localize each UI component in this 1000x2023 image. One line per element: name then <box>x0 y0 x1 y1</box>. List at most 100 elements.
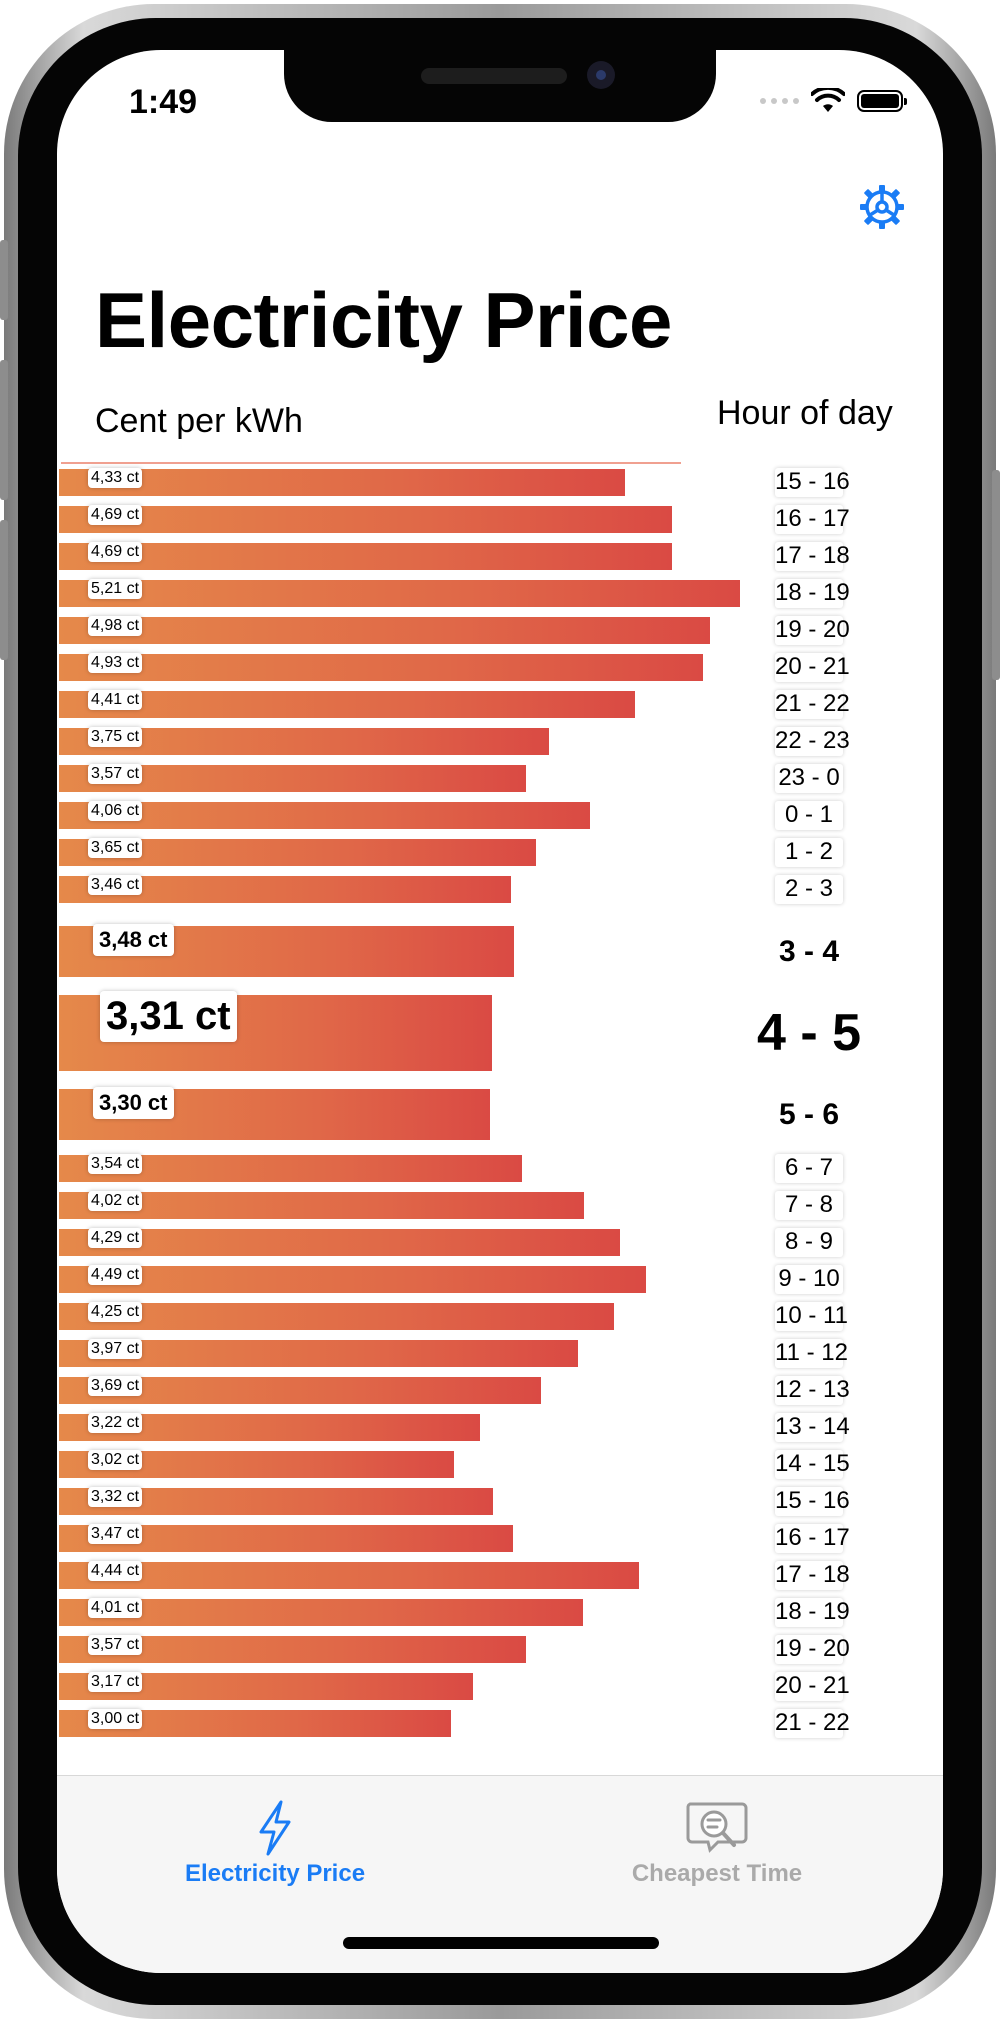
chart-row: 3,48 ct 3 - 4 <box>57 924 943 979</box>
price-bar <box>59 543 672 570</box>
price-label: 3,47 ct <box>88 1524 143 1544</box>
hour-label: 16 - 17 <box>775 505 850 534</box>
chart-row: 3,22 ct 13 - 14 <box>57 1413 943 1442</box>
hour-label: 4 - 5 <box>756 1003 862 1062</box>
price-label: 4,02 ct <box>88 1191 143 1211</box>
price-label: 4,69 ct <box>88 505 143 525</box>
chart-row: 3,02 ct 14 - 15 <box>57 1450 943 1479</box>
price-label: 3,00 ct <box>88 1709 143 1729</box>
hour-label: 8 - 9 <box>775 1228 843 1257</box>
price-label: 3,54 ct <box>88 1154 143 1174</box>
price-label: 4,33 ct <box>88 468 143 488</box>
hour-label: 22 - 23 <box>775 727 850 756</box>
price-bar <box>59 1303 614 1330</box>
chart-row: 4,49 ct 9 - 10 <box>57 1265 943 1294</box>
side-button-volume-down <box>0 520 8 660</box>
search-list-icon <box>686 1802 748 1853</box>
hour-label: 18 - 19 <box>775 579 850 608</box>
chart-row: 3,30 ct 5 - 6 <box>57 1087 943 1142</box>
chart-row: 4,25 ct 10 - 11 <box>57 1302 943 1331</box>
hour-label: 21 - 22 <box>775 690 850 719</box>
hour-axis-label: Hour of day <box>717 394 893 432</box>
price-label: 4,49 ct <box>88 1265 143 1285</box>
price-label: 4,93 ct <box>88 653 143 673</box>
price-label: 4,06 ct <box>88 801 143 821</box>
price-label: 3,69 ct <box>88 1376 143 1396</box>
tab-label: Cheapest Time <box>631 1860 803 1887</box>
price-bar <box>59 802 590 829</box>
chart-row: 4,01 ct 18 - 19 <box>57 1598 943 1627</box>
price-label: 4,01 ct <box>88 1598 143 1618</box>
chart-row: 5,21 ct 18 - 19 <box>57 579 943 608</box>
chart-row: 4,33 ct 15 - 16 <box>57 468 943 497</box>
chart-top-edge <box>61 462 681 464</box>
chart-row: 3,57 ct 23 - 0 <box>57 764 943 793</box>
hour-label: 3 - 4 <box>778 934 840 968</box>
hour-label: 9 - 10 <box>775 1265 843 1294</box>
gear-icon[interactable] <box>857 182 907 232</box>
price-label: 3,46 ct <box>88 875 143 895</box>
hour-label: 12 - 13 <box>775 1376 850 1405</box>
front-camera <box>587 61 615 89</box>
price-label: 3,75 ct <box>88 727 143 747</box>
hour-label: 15 - 16 <box>775 1487 850 1516</box>
hour-label: 17 - 18 <box>775 542 850 571</box>
hour-label: 1 - 2 <box>775 838 843 867</box>
price-label: 4,69 ct <box>88 542 143 562</box>
hour-label: 19 - 20 <box>775 616 850 645</box>
chart-row: 3,97 ct 11 - 12 <box>57 1339 943 1368</box>
chart-row: 3,57 ct 19 - 20 <box>57 1635 943 1664</box>
chart-row: 4,98 ct 19 - 20 <box>57 616 943 645</box>
price-label: 5,21 ct <box>88 579 143 599</box>
price-bar <box>59 691 635 718</box>
price-bar <box>59 469 625 496</box>
chart-row: 4,93 ct 20 - 21 <box>57 653 943 682</box>
price-label: 3,57 ct <box>88 764 143 784</box>
hour-label: 19 - 20 <box>775 1635 850 1664</box>
tab-electricity-price[interactable]: Electricity Price <box>125 1776 425 1888</box>
hour-label: 11 - 12 <box>775 1339 848 1368</box>
notch <box>284 50 716 122</box>
price-label: 3,97 ct <box>88 1339 143 1359</box>
chart-row: 4,41 ct 21 - 22 <box>57 690 943 719</box>
price-label: 3,02 ct <box>88 1450 143 1470</box>
side-button-power <box>992 470 1000 680</box>
hour-label: 20 - 21 <box>775 653 850 682</box>
hour-label: 0 - 1 <box>775 801 843 830</box>
hour-label: 15 - 16 <box>775 468 850 497</box>
price-bar <box>59 506 672 533</box>
battery-icon <box>857 90 907 112</box>
chart-row: 4,69 ct 16 - 17 <box>57 505 943 534</box>
price-label: 3,17 ct <box>88 1672 143 1692</box>
hour-label: 7 - 8 <box>775 1191 843 1220</box>
wifi-icon <box>811 88 845 112</box>
price-bar <box>59 1562 639 1589</box>
hour-label: 16 - 17 <box>775 1524 850 1553</box>
price-label: 3,30 ct <box>93 1087 174 1119</box>
price-label: 4,25 ct <box>88 1302 143 1322</box>
chart-row: 4,06 ct 0 - 1 <box>57 801 943 830</box>
home-indicator <box>343 1937 659 1949</box>
price-bar <box>59 1340 578 1367</box>
hour-label: 17 - 18 <box>775 1561 850 1590</box>
price-label: 3,57 ct <box>88 1635 143 1655</box>
hour-label: 13 - 14 <box>775 1413 850 1442</box>
hour-label: 10 - 11 <box>775 1302 848 1331</box>
chart-row: 3,17 ct 20 - 21 <box>57 1672 943 1701</box>
chart-row: 3,54 ct 6 - 7 <box>57 1154 943 1183</box>
hour-label: 14 - 15 <box>775 1450 850 1479</box>
tab-label: Electricity Price <box>184 1860 366 1887</box>
price-bar <box>59 654 703 681</box>
hour-label: 5 - 6 <box>778 1097 840 1131</box>
side-button-silent <box>0 240 8 320</box>
tab-cheapest-time[interactable]: Cheapest Time <box>567 1776 867 1888</box>
chart-row: 4,44 ct 17 - 18 <box>57 1561 943 1590</box>
hour-label: 18 - 19 <box>775 1598 850 1627</box>
price-label: 3,22 ct <box>88 1413 143 1433</box>
price-label: 4,29 ct <box>88 1228 143 1248</box>
price-label: 3,48 ct <box>93 924 174 956</box>
price-bar <box>59 580 740 607</box>
chart-row: 4,02 ct 7 - 8 <box>57 1191 943 1220</box>
chart-row: 3,69 ct 12 - 13 <box>57 1376 943 1405</box>
price-label: 3,31 ct <box>100 991 237 1042</box>
